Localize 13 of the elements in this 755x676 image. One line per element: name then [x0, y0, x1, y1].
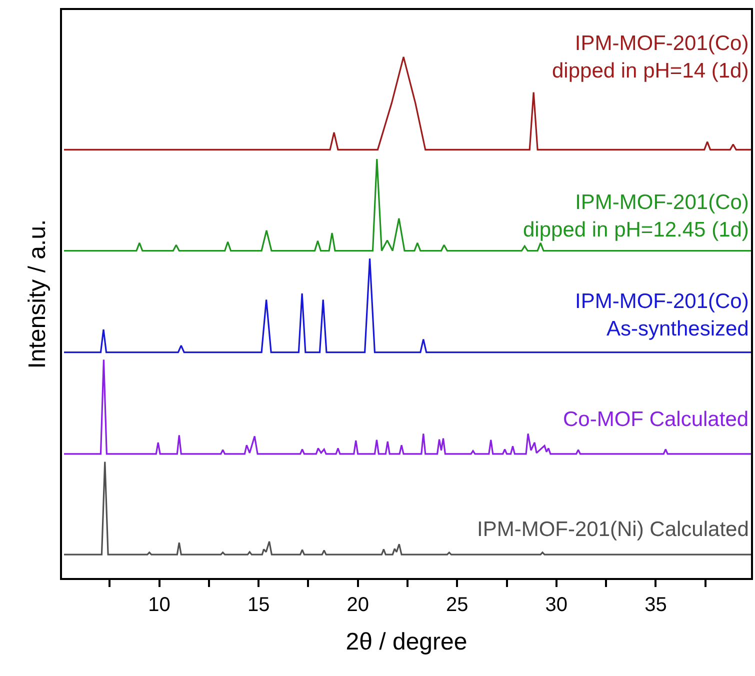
y-axis-title: Intensity / a.u. [24, 219, 51, 369]
x-tick-label: 30 [545, 594, 568, 616]
x-tick-label: 10 [148, 594, 170, 616]
x-tick-label: 20 [346, 594, 369, 616]
series-label: IPM-MOF-201(Ni) Calculated [477, 518, 749, 541]
series-label: IPM-MOF-201(Co) dipped in pH=14 (1d) [552, 32, 749, 82]
series-label: IPM-MOF-201(Co) As-synthesized [575, 290, 749, 340]
series-label: Co-MOF Calculated [563, 408, 749, 431]
series-label: IPM-MOF-201(Co) dipped in pH=12.45 (1d) [523, 191, 749, 242]
x-axis-title: 2θ / degree [346, 628, 468, 656]
x-tick-label: 35 [644, 594, 667, 616]
x-tick-label: 15 [247, 594, 270, 616]
x-tick-label: 25 [446, 594, 468, 616]
